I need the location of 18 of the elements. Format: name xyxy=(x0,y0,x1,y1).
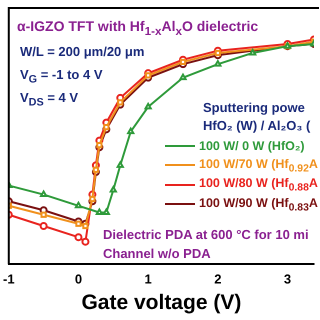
legend-label: 100 W/70 W (Hf$_{0.92}$A xyxy=(199,156,318,174)
x-tick-label: 3 xyxy=(284,272,292,287)
legend-label: 100 W/90 W (Hf$_{0.83}$A xyxy=(199,196,318,213)
x-tick-label: -1 xyxy=(3,272,15,287)
x-tick-label: 2 xyxy=(214,272,222,287)
annotation: Channel w/o PDA xyxy=(103,246,211,261)
x-axis-title: Gate voltage (V) xyxy=(81,291,242,314)
annotation: W/L = 200 μm/20 μm xyxy=(20,44,144,59)
annotation: V$_{G}$ = -1 to 4 V xyxy=(20,67,102,86)
legend-label: 100 W/80 W (Hf$_{0.88}$A xyxy=(199,176,318,194)
x-tick-label: 0 xyxy=(74,272,82,287)
annotation: Dielectric PDA at 600 °C for 10 mi xyxy=(103,227,309,242)
chart-title: α-IGZO TFT with Hf$_{1-x}$Al$_{x}$O dielectric xyxy=(17,18,258,38)
x-tick-label: 1 xyxy=(144,272,152,287)
annotation: V$_{DS}$ = 4 V xyxy=(20,90,78,109)
annotation: Sputtering powe xyxy=(203,100,305,115)
legend-label: 100 W/ 0 W (HfO₂) xyxy=(199,138,305,153)
legend-title: HfO₂ (W) / Al₂O₃ ( xyxy=(203,118,312,133)
